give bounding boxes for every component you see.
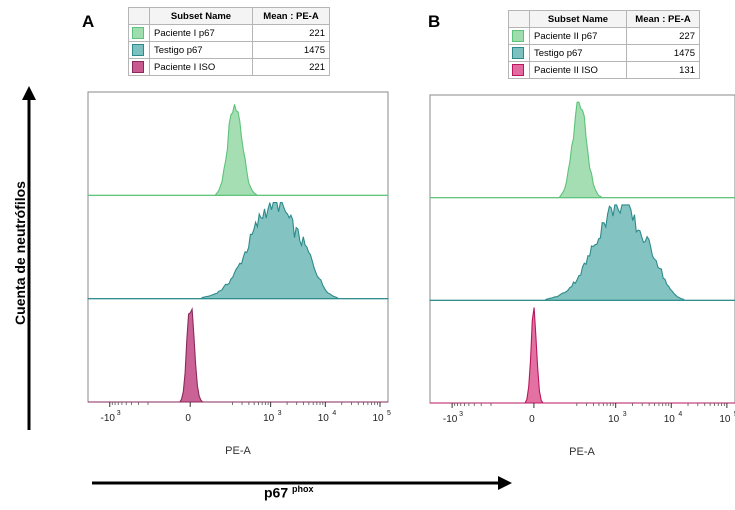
legend-row: Paciente I ISO 221 <box>128 58 330 76</box>
legend-swatch <box>512 30 524 42</box>
legend-swatch <box>512 64 524 76</box>
x-tick-label: -10 <box>101 413 116 424</box>
x-tick-exponent: 3 <box>117 410 121 417</box>
legend-header-mean: Mean : PE-A <box>252 7 330 25</box>
legend-table-a: Subset Name Mean : PE-A Paciente I p67 2… <box>128 7 330 76</box>
x-tick-label: 10 <box>608 414 620 425</box>
legend-row: Testigo p67 1475 <box>128 41 330 59</box>
histogram-series <box>88 306 388 403</box>
x-tick-label: 0 <box>185 413 191 424</box>
x-tick-label: 0 <box>529 414 535 425</box>
x-axis-arrow-head <box>498 476 512 490</box>
x-tick-exponent: 5 <box>734 411 735 418</box>
x-tick-exponent: 3 <box>623 411 627 418</box>
legend-swatch <box>132 27 144 39</box>
x-tick-label: 10 <box>664 414 676 425</box>
x-axis-label: PE-A <box>569 446 595 458</box>
x-axis-label: PE-A <box>225 445 251 457</box>
legend-mean: 131 <box>626 61 700 79</box>
legend-row: Testigo p67 1475 <box>508 44 700 62</box>
legend-swatch <box>132 44 144 56</box>
legend-row: Paciente I p67 221 <box>128 24 330 42</box>
x-axis-main-label-text: p67 <box>264 484 289 501</box>
x-tick-exponent: 5 <box>387 410 391 417</box>
x-tick-label: 10 <box>372 413 384 424</box>
legend-header-row: Subset Name Mean : PE-A <box>508 10 700 28</box>
x-tick-label: 10 <box>318 413 330 424</box>
histogram-series <box>429 204 735 301</box>
histogram-series <box>429 101 735 199</box>
legend-swatch <box>132 61 144 73</box>
y-axis-arrow-head <box>22 86 36 100</box>
panel-label-a: A <box>82 12 95 31</box>
legend-name: Paciente I ISO <box>149 58 253 76</box>
histogram-series <box>87 202 389 300</box>
legend-swatch <box>512 47 524 59</box>
legend-mean: 221 <box>252 58 330 76</box>
x-tick-exponent: 3 <box>459 411 463 418</box>
legend-row: Paciente II ISO 131 <box>508 61 700 79</box>
histogram-series <box>87 104 389 196</box>
x-axis-main-label-sup: phox <box>292 484 314 494</box>
x-axis-main-label: p67 phox <box>264 484 314 501</box>
panel-label-b: B <box>428 12 441 31</box>
x-tick-exponent: 4 <box>332 410 336 417</box>
legend-header-subset: Subset Name <box>529 10 627 28</box>
histogram-series <box>430 307 735 404</box>
x-tick-label: 10 <box>263 413 275 424</box>
legend-table-b: Subset Name Mean : PE-A Paciente II p67 … <box>508 10 700 79</box>
x-tick-exponent: 3 <box>278 410 282 417</box>
x-tick-exponent: 4 <box>678 411 682 418</box>
y-axis-label: Cuenta de neutrófilos <box>12 181 28 325</box>
x-tick-label: -10 <box>443 414 458 425</box>
x-tick-label: 10 <box>719 414 731 425</box>
legend-header-mean: Mean : PE-A <box>626 10 700 28</box>
